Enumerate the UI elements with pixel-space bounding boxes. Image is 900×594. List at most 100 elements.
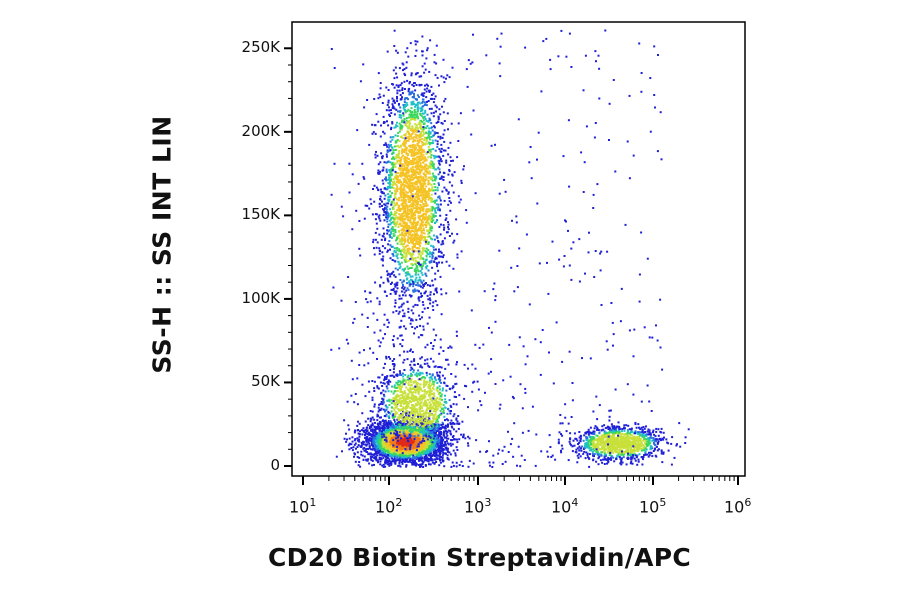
data-point — [421, 273, 424, 276]
data-point — [420, 334, 423, 336]
data-point — [413, 182, 416, 185]
data-point — [402, 204, 405, 207]
data-point — [428, 261, 431, 264]
data-point — [406, 121, 409, 124]
data-point — [414, 55, 417, 57]
data-point — [417, 242, 420, 245]
data-point — [435, 106, 438, 109]
data-point — [401, 96, 403, 99]
data-point — [420, 148, 422, 151]
data-point — [377, 171, 380, 174]
data-point — [430, 424, 433, 427]
data-point — [408, 161, 411, 163]
data-point — [397, 152, 400, 155]
data-point — [354, 438, 357, 440]
data-point — [408, 150, 411, 152]
data-point — [391, 153, 394, 155]
data-point — [382, 426, 385, 429]
data-point — [442, 76, 445, 79]
data-point — [434, 178, 437, 181]
data-point — [424, 242, 427, 245]
data-point — [413, 95, 415, 98]
data-point — [432, 213, 435, 216]
data-point — [392, 181, 395, 184]
data-point — [426, 220, 429, 223]
data-point — [421, 101, 424, 104]
data-point — [445, 159, 448, 162]
data-point — [424, 217, 427, 219]
data-point — [428, 252, 431, 255]
data-point — [432, 115, 435, 118]
data-point — [357, 444, 360, 447]
data-point — [391, 259, 394, 261]
data-point — [421, 192, 424, 194]
data-point — [386, 145, 389, 148]
data-point — [374, 124, 377, 127]
data-point — [407, 88, 410, 91]
data-point — [408, 127, 411, 130]
data-point — [441, 122, 444, 125]
data-point — [445, 77, 447, 80]
data-point — [415, 192, 417, 195]
data-point — [414, 267, 417, 270]
data-point — [395, 187, 398, 190]
data-point — [417, 166, 420, 169]
data-point — [397, 237, 400, 240]
data-point — [421, 65, 424, 68]
data-point — [443, 186, 446, 189]
data-point — [421, 436, 424, 439]
data-point — [443, 237, 446, 240]
data-point — [414, 40, 417, 43]
data-point — [429, 196, 432, 199]
data-point — [412, 290, 415, 293]
data-point — [388, 177, 391, 180]
data-point — [410, 103, 413, 106]
data-point — [411, 275, 414, 278]
data-point — [401, 303, 404, 306]
data-point — [430, 107, 433, 110]
data-point — [347, 424, 350, 427]
data-point — [428, 189, 431, 192]
data-point — [425, 140, 428, 142]
data-point — [413, 281, 416, 284]
data-point — [426, 190, 429, 193]
data-point — [394, 177, 397, 180]
data-point — [407, 198, 410, 201]
data-point — [404, 196, 407, 199]
data-point — [378, 202, 381, 205]
data-point — [381, 156, 384, 158]
data-point — [398, 297, 401, 300]
data-point — [420, 176, 423, 179]
data-point — [396, 159, 399, 162]
data-point — [398, 163, 401, 166]
data-point — [436, 140, 439, 143]
data-point — [388, 170, 391, 172]
data-point — [432, 252, 435, 255]
data-point — [371, 213, 374, 216]
data-point — [410, 309, 413, 312]
data-point — [421, 199, 424, 201]
data-point — [392, 187, 395, 189]
data-point — [408, 316, 411, 319]
data-point — [442, 423, 444, 426]
data-point — [396, 100, 399, 103]
data-point — [431, 139, 434, 142]
data-point — [420, 271, 423, 274]
data-point — [425, 274, 428, 277]
data-point — [438, 197, 441, 200]
data-point — [420, 131, 423, 133]
data-point — [436, 76, 439, 79]
data-point — [427, 210, 430, 213]
data-point — [417, 194, 420, 197]
data-point — [407, 108, 410, 111]
data-point — [388, 190, 391, 193]
data-point — [415, 271, 418, 274]
data-point — [456, 156, 459, 159]
data-point — [354, 453, 356, 456]
data-point — [437, 115, 440, 118]
data-point — [419, 245, 421, 247]
data-point — [414, 130, 417, 133]
data-point — [421, 286, 424, 289]
data-point — [406, 206, 409, 209]
data-point — [430, 85, 433, 88]
